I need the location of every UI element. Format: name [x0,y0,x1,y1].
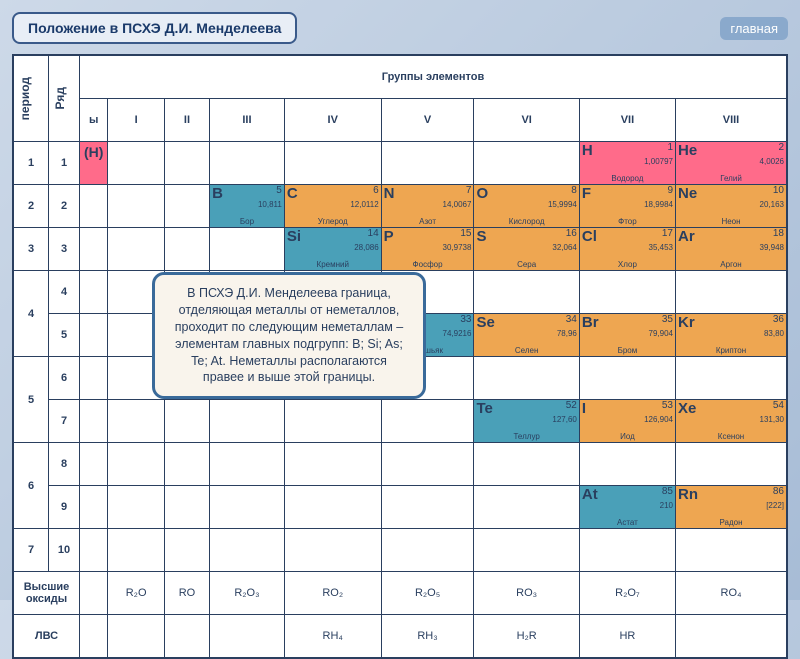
cell-B: B510,811Бор [210,185,285,228]
row-9: 9 [49,486,80,529]
oxide-2: RO [164,572,209,615]
cell-Ar: Ar1839,948Аргон [676,228,788,271]
group-8: VIII [676,99,788,142]
cell-O: O815,9994Кислород [474,185,579,228]
cell-I: I53126,904Иод [579,400,675,443]
cell-Br: Br3579,904Бром [579,314,675,357]
oxide-4: RO₂ [284,572,381,615]
group-7: VII [579,99,675,142]
lvs-4: RH₄ [284,615,381,659]
note-box: В ПСХЭ Д.И. Менделеева граница, отделяющ… [152,272,426,399]
row-label: Ряд [49,83,71,113]
cell-He: He24,0026Гелий [676,142,788,185]
cell-H-ph: (H) [80,142,108,185]
row-3: 3 [49,228,80,271]
period-4: 4 [13,271,49,357]
oxide-7: R₂O₇ [579,572,675,615]
row-8: 8 [49,443,80,486]
row-7: 7 [49,400,80,443]
row-6: 6 [49,357,80,400]
group-6: VI [474,99,579,142]
lvs-7: HR [579,615,675,659]
cell-Xe: Xe54131,30Ксенон [676,400,788,443]
period-1: 1 [13,142,49,185]
page-title: Положение в ПСХЭ Д.И. Менделеева [12,12,297,44]
cell-C: C612,0112Углерод [284,185,381,228]
row-5: 5 [49,314,80,357]
lvs-3 [210,615,285,659]
cell-S: S1632,064Сера [474,228,579,271]
period-2: 2 [13,185,49,228]
group-3: III [210,99,285,142]
cell-Se: Se3478,96Селен [474,314,579,357]
oxide-6: RO₃ [474,572,579,615]
cell-At: At85210Астат [579,486,675,529]
lvs-8 [676,615,788,659]
cell-Ne: Ne1020,163Неон [676,185,788,228]
row-2: 2 [49,185,80,228]
period-7: 7 [13,529,49,572]
cell-Te: Te52127,60Теллур [474,400,579,443]
oxide-5: R₂O₅ [381,572,474,615]
oxides-label: Высшие оксиды [13,572,80,615]
cell-F: F918,9984Фтор [579,185,675,228]
cell-Kr: Kr3683,80Криптон [676,314,788,357]
groups-header: Группы элементов [80,55,788,99]
group-4: IV [284,99,381,142]
cell-Rn: Rn86[222]Радон [676,486,788,529]
oxide-3: R₂O₃ [210,572,285,615]
lvs-6: H₂R [474,615,579,659]
period-label: период [14,73,36,124]
row-1: 1 [49,142,80,185]
lvs-5: RH₃ [381,615,474,659]
subgroup-label: ы [80,99,108,142]
cell-H: H11,00797Водород [579,142,675,185]
cell-P: P1530,9738Фосфор [381,228,474,271]
group-2: II [164,99,209,142]
cell-N: N714,0067Азот [381,185,474,228]
period-6: 6 [13,443,49,529]
lvs-label: ЛВС [13,615,80,659]
oxide-8: RO₄ [676,572,788,615]
group-1: I [108,99,164,142]
home-link[interactable]: главная [720,17,788,40]
cell-Cl: Cl1735,453Хлор [579,228,675,271]
lvs-1 [108,615,164,659]
period-3: 3 [13,228,49,271]
row-10: 10 [49,529,80,572]
oxide-1: R₂O [108,572,164,615]
lvs-2 [164,615,209,659]
period-5: 5 [13,357,49,443]
row-4: 4 [49,271,80,314]
group-5: V [381,99,474,142]
cell-Si: Si1428,086Кремний [284,228,381,271]
